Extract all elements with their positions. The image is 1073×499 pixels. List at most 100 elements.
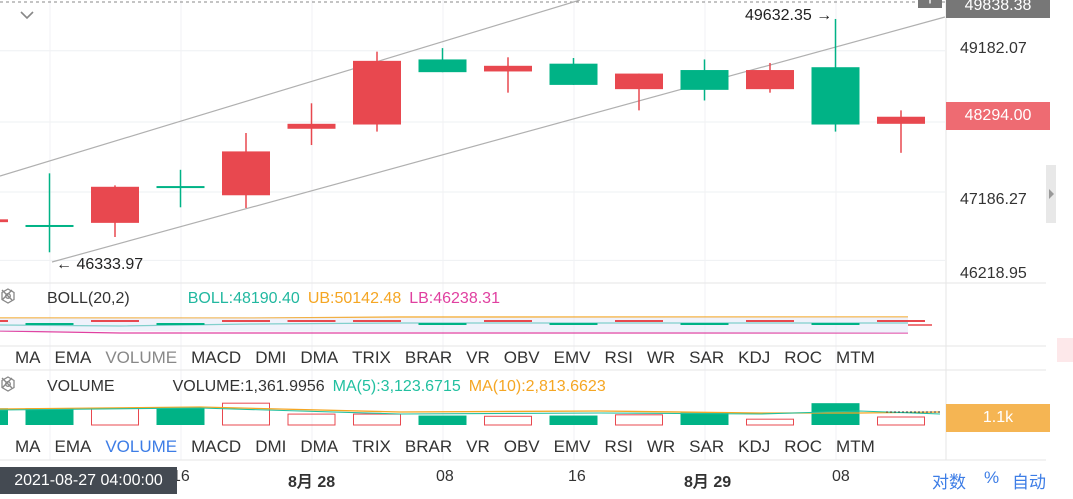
indicator-tab-dmi[interactable]: DMI: [255, 437, 287, 456]
volume-value: VOLUME:1,361.9956: [172, 378, 325, 395]
boll-ub-value: UB:50142.48: [307, 290, 402, 307]
volume-bar: [811, 403, 860, 425]
indicator-tab-macd[interactable]: MACD: [191, 437, 242, 456]
time-label: 08: [436, 468, 454, 485]
indicator-tab-ema[interactable]: EMA: [54, 348, 92, 367]
candle-body: [680, 70, 729, 90]
percent-scale-toggle[interactable]: %: [984, 468, 1000, 487]
low-annotation: ← 46333.97: [56, 256, 144, 273]
indicator-tab-volume[interactable]: VOLUME: [105, 348, 178, 367]
chevron-down-icon[interactable]: [17, 6, 37, 24]
indicator-tab-volume[interactable]: VOLUME: [105, 437, 178, 456]
indicator-tab-obv[interactable]: OBV: [503, 437, 540, 456]
volume-bar: [877, 416, 925, 426]
indicator-tab-mtm[interactable]: MTM: [836, 437, 875, 456]
trendline-upper: [0, 0, 581, 177]
volume-bar: [287, 413, 336, 426]
indicator-tab-emv[interactable]: EMV: [553, 348, 591, 367]
indicator-tab-sar[interactable]: SAR: [689, 348, 725, 367]
candle-body: [0, 219, 8, 223]
candle-body: [156, 186, 205, 189]
close-icon[interactable]: [1, 289, 180, 308]
volume-bar: [549, 415, 598, 425]
indicator-tab-kdj[interactable]: KDJ: [738, 437, 771, 456]
indicator-tab-kdj[interactable]: KDJ: [738, 348, 771, 367]
volume-bar: [156, 408, 205, 425]
indicator-tab-rsi[interactable]: RSI: [604, 437, 633, 456]
candle-body: [615, 73, 663, 90]
indicator-tabs-upper: MA EMA VOLUME MACD DMI DMA TRIX BRAR VR OBV EMV RSI…: [0, 346, 945, 370]
indicator-tab-ema[interactable]: EMA: [54, 437, 92, 456]
volume-bar: [0, 408, 8, 425]
indicator-tab-wr[interactable]: WR: [646, 437, 676, 456]
indicator-tab-ma[interactable]: MA: [15, 437, 41, 456]
boll-lb-value: LB:46238.31: [409, 290, 500, 307]
volume-ma10-value: MA(10):2,813.6623: [468, 378, 606, 395]
candle-body: [287, 123, 336, 129]
volume-name: VOLUME: [47, 378, 115, 395]
time-label: 8月 29: [684, 474, 732, 491]
indicator-tab-dma[interactable]: DMA: [300, 437, 339, 456]
time-label: 08: [832, 468, 850, 485]
indicator-tab-roc[interactable]: ROC: [784, 348, 823, 367]
volume-bar: [353, 413, 401, 426]
indicator-tab-dmi[interactable]: DMI: [255, 348, 287, 367]
indicator-tab-roc[interactable]: ROC: [784, 437, 823, 456]
trendline-lower: [51, 16, 946, 263]
boll-name: BOLL(20,2): [47, 290, 130, 307]
candle-body: [746, 70, 794, 90]
price-axis-label: 47186.27: [960, 191, 1027, 208]
volume-ma5-line: [0, 407, 941, 415]
indicator-tabs-lower: MA EMA VOLUME MACD DMI DMA TRIX BRAR VR OBV EMV RSI…: [0, 435, 945, 459]
auto-scale-toggle[interactable]: 自动: [1012, 473, 1046, 492]
time-label: 8月 28: [288, 474, 336, 491]
indicator-tab-obv[interactable]: OBV: [503, 348, 540, 367]
volume-bar: [615, 414, 663, 426]
boll-mid-value: BOLL:48190.40: [187, 290, 300, 307]
volume-bar: [680, 412, 729, 425]
indicator-tab-wr[interactable]: WR: [646, 348, 676, 367]
candle-body: [549, 63, 598, 85]
add-indicator-button[interactable]: +: [918, 0, 942, 8]
indicator-tab-rsi[interactable]: RSI: [604, 348, 633, 367]
time-axis: 16 2021-08-27 04:00:00 8月 28 08 16 8月 29…: [0, 462, 1073, 499]
candle-body: [222, 151, 270, 196]
indicator-tab-sar[interactable]: SAR: [689, 437, 725, 456]
indicator-tab-trix[interactable]: TRIX: [352, 437, 391, 456]
indicator-tab-trix[interactable]: TRIX: [352, 348, 391, 367]
indicator-tab-dma[interactable]: DMA: [300, 348, 339, 367]
boll-legend: BOLL(20,2) BOLL:48190.40 UB:50142.48 LB:…: [0, 288, 500, 310]
indicator-tab-macd[interactable]: MACD: [191, 348, 242, 367]
expand-panel-handle[interactable]: [1046, 165, 1056, 223]
settings-hex-icon[interactable]: [1, 376, 143, 396]
high-annotation: 49632.35 →: [745, 7, 833, 24]
indicator-tab-vr[interactable]: VR: [466, 437, 490, 456]
candle-body: [811, 67, 860, 125]
candle-body: [877, 116, 925, 124]
indicator-tab-ma[interactable]: MA: [15, 348, 41, 367]
crosshair-time-label: 2021-08-27 04:00:00: [0, 467, 177, 494]
indicator-tab-vr[interactable]: VR: [466, 348, 490, 367]
settings-hex-icon[interactable]: [1, 288, 158, 308]
close-icon[interactable]: [1, 377, 165, 396]
candle-body: [353, 60, 401, 125]
volume-tag: 1.1k: [946, 404, 1050, 432]
volume-bar: [484, 415, 532, 426]
price-axis-label: 46218.95: [960, 265, 1027, 282]
volume-ma5-value: MA(5):3,123.6715: [332, 378, 461, 395]
top-price-tag: 49838.38: [946, 0, 1050, 18]
indicator-tab-mtm[interactable]: MTM: [836, 348, 875, 367]
time-label: 16: [568, 468, 586, 485]
last-price-tag: 48294.00: [946, 102, 1050, 130]
log-scale-toggle[interactable]: 对数: [932, 473, 966, 492]
indicator-tab-brar[interactable]: BRAR: [404, 348, 453, 367]
volume-bar: [222, 402, 270, 426]
candle-body: [484, 65, 532, 72]
candle-body: [418, 59, 467, 73]
candle-body: [91, 186, 139, 223]
indicator-tab-brar[interactable]: BRAR: [404, 437, 453, 456]
volume-legend: VOLUME VOLUME:1,361.9956 MA(5):3,123.671…: [0, 376, 606, 398]
indicator-tab-emv[interactable]: EMV: [553, 437, 591, 456]
